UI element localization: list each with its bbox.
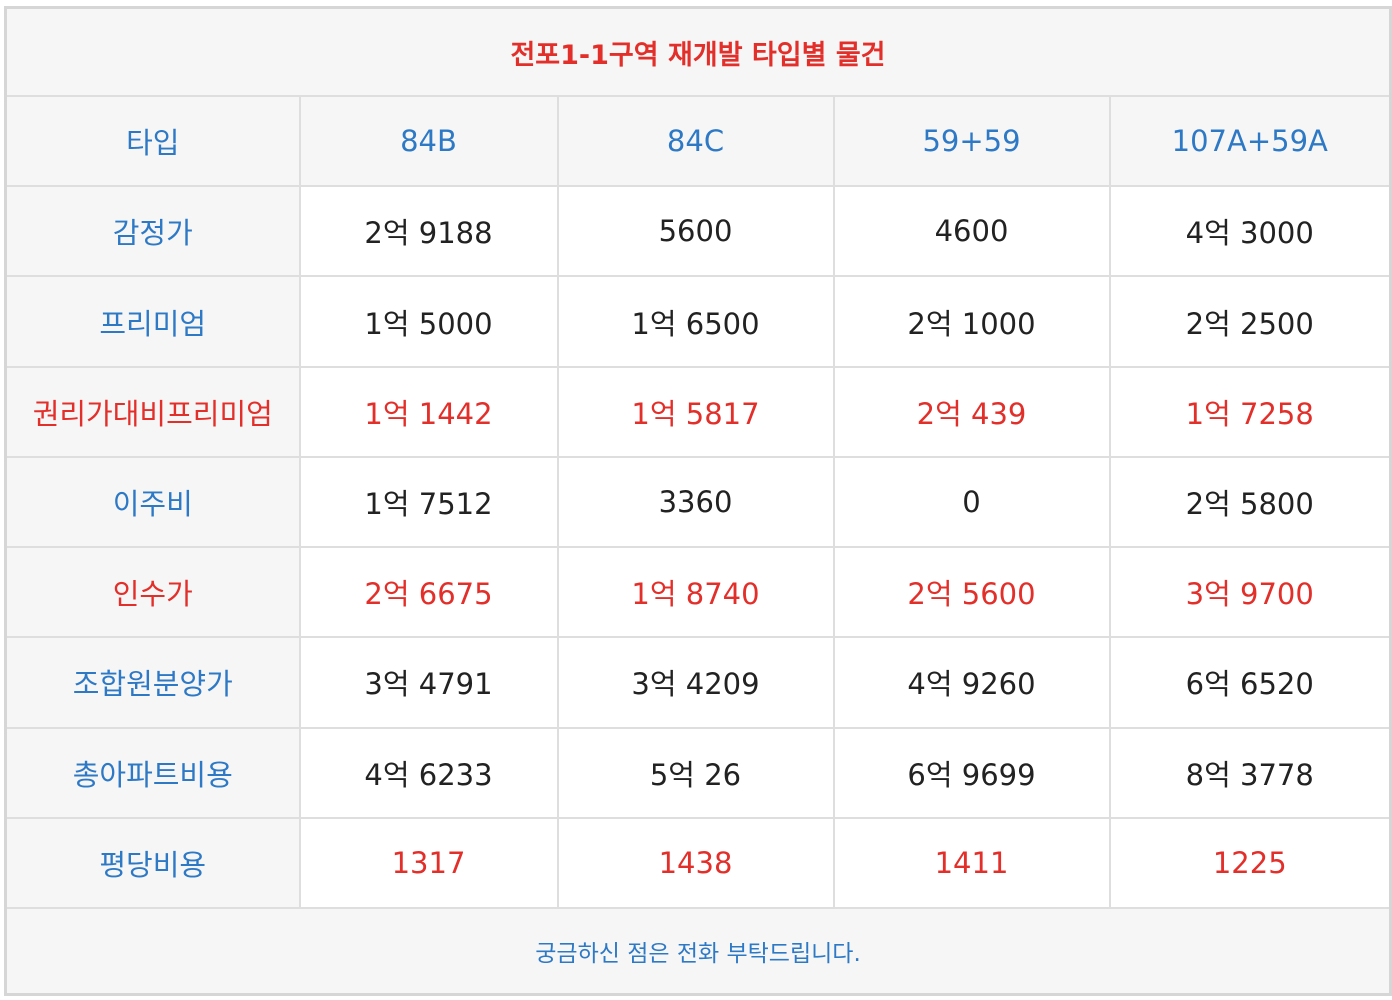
row-label-appraisal: 감정가 <box>4 185 301 278</box>
table-cell: 2억 9188 <box>298 185 559 278</box>
table-cell: 6억 6520 <box>1108 636 1392 729</box>
contact-note: 궁금하신 점은 전화 부탁드립니다. <box>4 907 1392 996</box>
header-type-84c: 84C <box>556 94 835 188</box>
table-cell: 4600 <box>832 185 1111 278</box>
table-row: 총아파트비용 4억 6233 5억 26 6억 9699 8억 3778 <box>4 726 1392 819</box>
row-label-cost-per-pyeong: 평당비용 <box>4 816 301 910</box>
table-cell: 1438 <box>556 816 835 910</box>
table-cell: 1411 <box>832 816 1111 910</box>
table-cell: 3억 9700 <box>1108 546 1392 639</box>
table-cell: 5600 <box>556 185 835 278</box>
type-listing-table: 전포1-1구역 재개발 타입별 물건 타입 84B 84C 59+59 107A… <box>4 6 1392 996</box>
table-cell: 4억 9260 <box>832 636 1111 729</box>
table-cell: 2억 2500 <box>1108 275 1392 368</box>
table-cell: 8억 3778 <box>1108 726 1392 819</box>
row-label-relocation: 이주비 <box>4 455 301 549</box>
table-cell: 2억 5800 <box>1108 455 1392 549</box>
table-cell: 1억 1442 <box>298 365 559 458</box>
table-cell: 0 <box>832 455 1111 549</box>
table-cell: 1225 <box>1108 816 1392 910</box>
table-cell: 2억 439 <box>832 365 1111 458</box>
table-cell: 3억 4791 <box>298 636 559 729</box>
table-header-row: 타입 84B 84C 59+59 107A+59A <box>4 94 1392 188</box>
header-type-107a-59a: 107A+59A <box>1108 94 1392 188</box>
table-cell: 3억 4209 <box>556 636 835 729</box>
table-row: 프리미엄 1억 5000 1억 6500 2억 1000 2억 2500 <box>4 275 1392 368</box>
table-cell: 1억 7512 <box>298 455 559 549</box>
table-footer-row: 궁금하신 점은 전화 부탁드립니다. <box>4 907 1392 996</box>
table-row: 감정가 2억 9188 5600 4600 4억 3000 <box>4 185 1392 278</box>
table-cell: 2억 1000 <box>832 275 1111 368</box>
table-row: 이주비 1억 7512 3360 0 2억 5800 <box>4 455 1392 549</box>
table-cell: 6억 9699 <box>832 726 1111 819</box>
table-row: 권리가대비프리미엄 1억 1442 1억 5817 2억 439 1억 7258 <box>4 365 1392 458</box>
table-cell: 1억 7258 <box>1108 365 1392 458</box>
table-cell: 1억 8740 <box>556 546 835 639</box>
header-label-type: 타입 <box>4 94 301 188</box>
table-cell: 1억 5000 <box>298 275 559 368</box>
table-cell: 4억 3000 <box>1108 185 1392 278</box>
table-cell: 5억 26 <box>556 726 835 819</box>
table-title: 전포1-1구역 재개발 타입별 물건 <box>4 6 1392 97</box>
table-cell: 3360 <box>556 455 835 549</box>
table-row: 인수가 2억 6675 1억 8740 2억 5600 3억 9700 <box>4 546 1392 639</box>
table-cell: 4억 6233 <box>298 726 559 819</box>
table-cell: 1억 6500 <box>556 275 835 368</box>
table-cell: 1억 5817 <box>556 365 835 458</box>
table-cell: 2억 5600 <box>832 546 1111 639</box>
row-label-acquisition: 인수가 <box>4 546 301 639</box>
header-type-59-59: 59+59 <box>832 94 1111 188</box>
header-type-84b: 84B <box>298 94 559 188</box>
table-title-row: 전포1-1구역 재개발 타입별 물건 <box>4 6 1392 97</box>
row-label-member-price: 조합원분양가 <box>4 636 301 729</box>
row-label-premium: 프리미엄 <box>4 275 301 368</box>
table-cell: 2억 6675 <box>298 546 559 639</box>
table-row: 평당비용 1317 1438 1411 1225 <box>4 816 1392 910</box>
row-label-total-cost: 총아파트비용 <box>4 726 301 819</box>
table-cell: 1317 <box>298 816 559 910</box>
row-label-rights-premium: 권리가대비프리미엄 <box>4 365 301 458</box>
table-row: 조합원분양가 3억 4791 3억 4209 4억 9260 6억 6520 <box>4 636 1392 729</box>
